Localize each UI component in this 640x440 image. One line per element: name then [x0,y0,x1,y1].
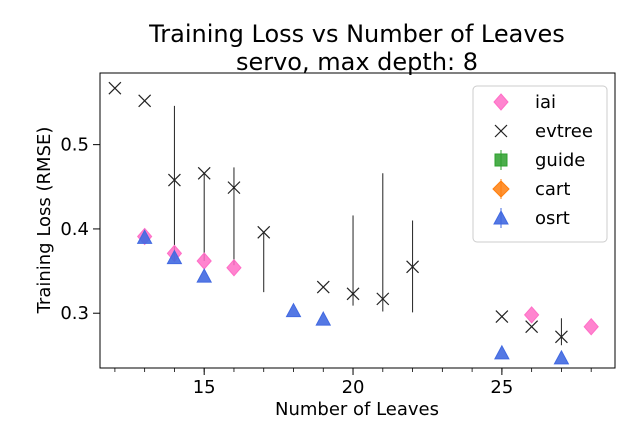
iai-point [523,306,540,324]
iai-point [583,317,599,336]
evtree-point-stroke-b [376,292,390,306]
legend: iai evtree guide cart osrt [472,85,608,243]
plot-area: 15 20 25 0.3 0.4 0.5 [60,81,599,398]
axes-frame [99,72,616,369]
legend-label-osrt: osrt [535,208,570,229]
osrt-point [315,311,332,326]
evtree-point [495,310,509,324]
evtree-point [197,166,211,180]
chart-subtitle: servo, max depth: 8 [236,48,478,76]
evtree-point-stroke-b [197,166,211,180]
legend-label-cart: cart [535,179,570,200]
evtree-point-stroke-b [495,310,509,324]
x-tick-label: 25 [490,377,513,398]
evtree-point [525,320,539,334]
iai-point [196,252,212,270]
legend-label-iai: iai [535,92,556,113]
legend-label-evtree: evtree [535,121,593,142]
osrt-point [553,349,570,365]
evtree-point-stroke-b [406,260,419,274]
osrt-point [166,249,183,265]
evtree-point [108,81,122,95]
evtree-point-stroke-b [108,81,122,95]
x-tick-label: 20 [342,377,365,398]
legend-marker-evtree [494,124,508,138]
chart-title: Training Loss vs Number of Leaves [148,20,565,48]
evtree-point-stroke-b [346,287,360,301]
evtree-point [167,173,181,187]
evtree-point [346,287,360,301]
osrt-point [494,344,510,360]
osrt-point [285,302,302,318]
evtree-point-stroke-b [138,94,152,108]
evtree-point-stroke-b [167,173,181,187]
evtree-point [406,260,419,274]
evtree-point [227,181,241,195]
legend-marker-evtree-stroke-b [494,124,508,138]
evtree-point-stroke-b [227,181,241,195]
evtree-point [316,280,330,294]
iai-point [226,258,242,277]
evtree-point [138,94,152,108]
y-axis-label: Training Loss (RMSE) [34,127,55,315]
evtree-point-stroke-b [257,225,271,239]
y-tick-label: 0.5 [60,135,89,156]
osrt-point [196,268,213,283]
evtree-point-stroke-b [554,330,568,344]
evtree-point [376,292,390,306]
legend-label-guide: guide [535,150,585,171]
x-axis-label: Number of Leaves [275,399,439,420]
y-tick-label: 0.3 [60,303,89,324]
y-tick-label: 0.4 [60,219,89,240]
legend-marker-iai [493,93,509,111]
evtree-point-stroke-b [525,320,539,334]
x-tick-label: 15 [193,377,216,398]
evtree-point [554,330,568,344]
osrt-point [136,229,153,244]
evtree-point-stroke-b [316,280,330,294]
evtree-point [257,225,271,239]
